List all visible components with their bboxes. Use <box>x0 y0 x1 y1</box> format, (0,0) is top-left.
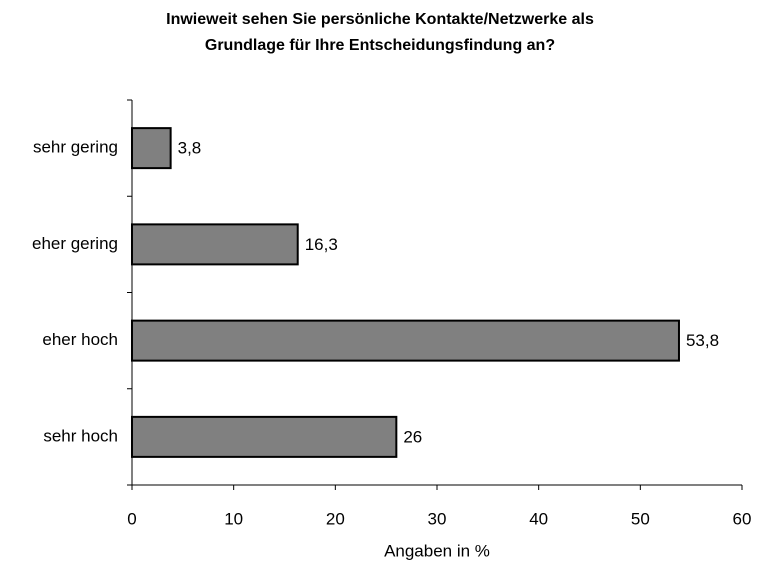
x-tick-label: 40 <box>529 509 548 528</box>
y-tick-label: sehr gering <box>33 138 118 157</box>
chart-title: Inwieweit sehen Sie persönliche Kontakte… <box>166 11 594 28</box>
bar <box>131 319 680 362</box>
x-tick-label: 30 <box>428 509 447 528</box>
y-tick-label: eher gering <box>32 234 118 253</box>
bar <box>131 127 172 170</box>
x-tick-label: 10 <box>224 509 243 528</box>
x-tick-label: 0 <box>127 509 136 528</box>
x-tick-label: 60 <box>733 509 752 528</box>
value-label: 16,3 <box>305 235 338 254</box>
value-label: 26 <box>403 427 422 446</box>
chart-title: Grundlage für Ihre Entscheidungsfindung … <box>205 37 555 54</box>
x-tick-label: 50 <box>631 509 650 528</box>
bar <box>131 223 299 266</box>
bar <box>131 415 398 458</box>
value-label: 53,8 <box>686 331 719 350</box>
x-axis-label: Angaben in % <box>384 541 490 560</box>
x-tick-label: 20 <box>326 509 345 528</box>
y-tick-label: eher hoch <box>42 330 118 349</box>
value-label: 3,8 <box>178 139 202 158</box>
y-tick-label: sehr hoch <box>43 426 118 445</box>
